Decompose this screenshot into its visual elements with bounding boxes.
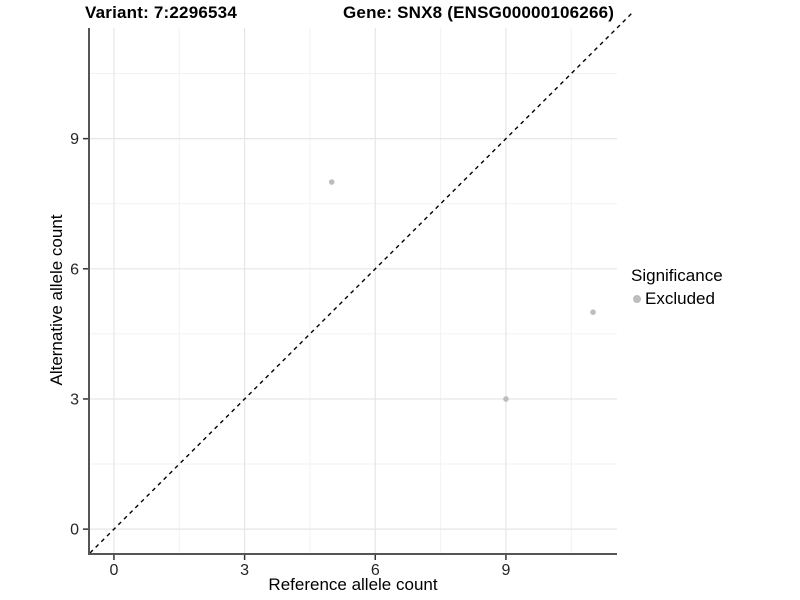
- legend-item-label: Excluded: [645, 289, 715, 308]
- x-tick-label: 0: [110, 562, 119, 579]
- data-point: [328, 179, 335, 185]
- x-tick-label: 6: [371, 562, 380, 579]
- identity-dashed-line: [89, 11, 635, 554]
- y-tick-label: 9: [70, 131, 79, 148]
- x-tick-label: 9: [501, 562, 510, 579]
- y-tick-label: 3: [70, 391, 79, 408]
- data-point: [590, 309, 596, 315]
- y-tick-label: 0: [70, 522, 79, 539]
- legend: Significance Excluded: [631, 266, 723, 309]
- plot-title-variant: Variant: 7:2296534: [85, 3, 237, 22]
- legend-key-dot-icon: [633, 295, 641, 303]
- legend-item-excluded: Excluded: [631, 289, 723, 309]
- x-axis-title: Reference allele count: [268, 575, 438, 594]
- y-tick-label: 6: [70, 261, 79, 278]
- legend-title: Significance: [631, 266, 723, 285]
- plot-title-gene: Gene: SNX8 (ENSG00000106266): [343, 3, 615, 22]
- data-point: [503, 396, 509, 402]
- y-axis-title: Alternative allele count: [47, 214, 66, 386]
- x-tick-label: 3: [240, 562, 249, 579]
